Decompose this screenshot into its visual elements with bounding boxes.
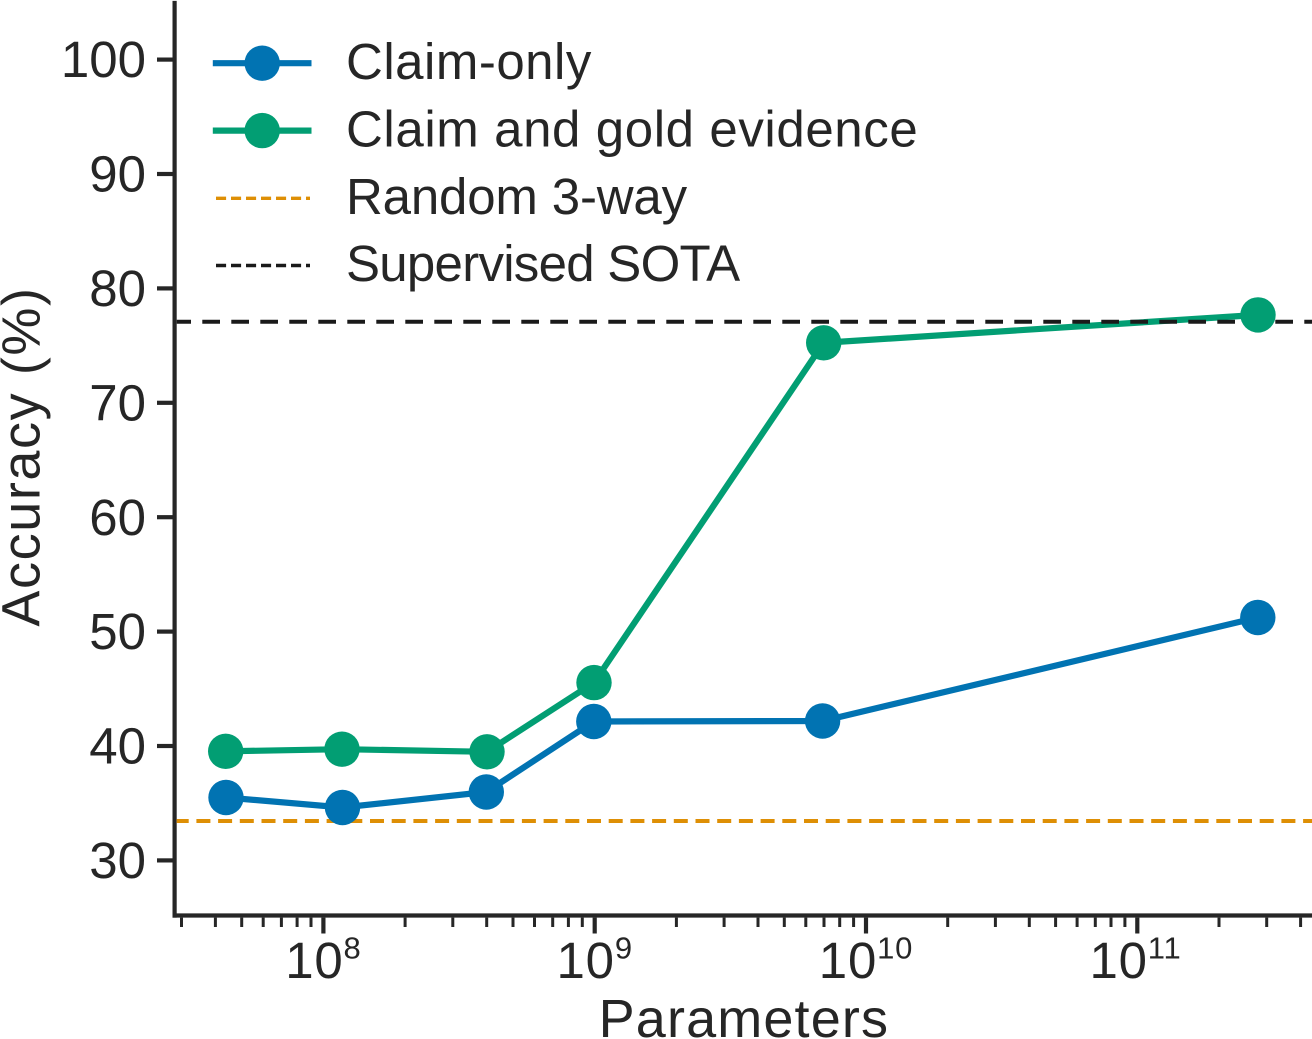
svg-text:70: 70 xyxy=(89,374,146,431)
svg-text:Parameters: Parameters xyxy=(599,989,890,1039)
svg-text:80: 80 xyxy=(89,260,146,317)
svg-text:50: 50 xyxy=(89,603,146,660)
svg-text:40: 40 xyxy=(89,718,146,775)
svg-text:Supervised SOTA: Supervised SOTA xyxy=(346,235,740,292)
svg-text:Claim and gold evidence: Claim and gold evidence xyxy=(346,100,918,157)
svg-text:60: 60 xyxy=(89,489,146,546)
svg-text:90: 90 xyxy=(89,146,146,203)
svg-text:Random 3-way: Random 3-way xyxy=(346,168,688,225)
svg-text:Claim-only: Claim-only xyxy=(346,33,592,90)
svg-text:100: 100 xyxy=(61,31,146,88)
svg-text:Accuracy (%): Accuracy (%) xyxy=(0,286,52,626)
svg-text:30: 30 xyxy=(89,832,146,889)
